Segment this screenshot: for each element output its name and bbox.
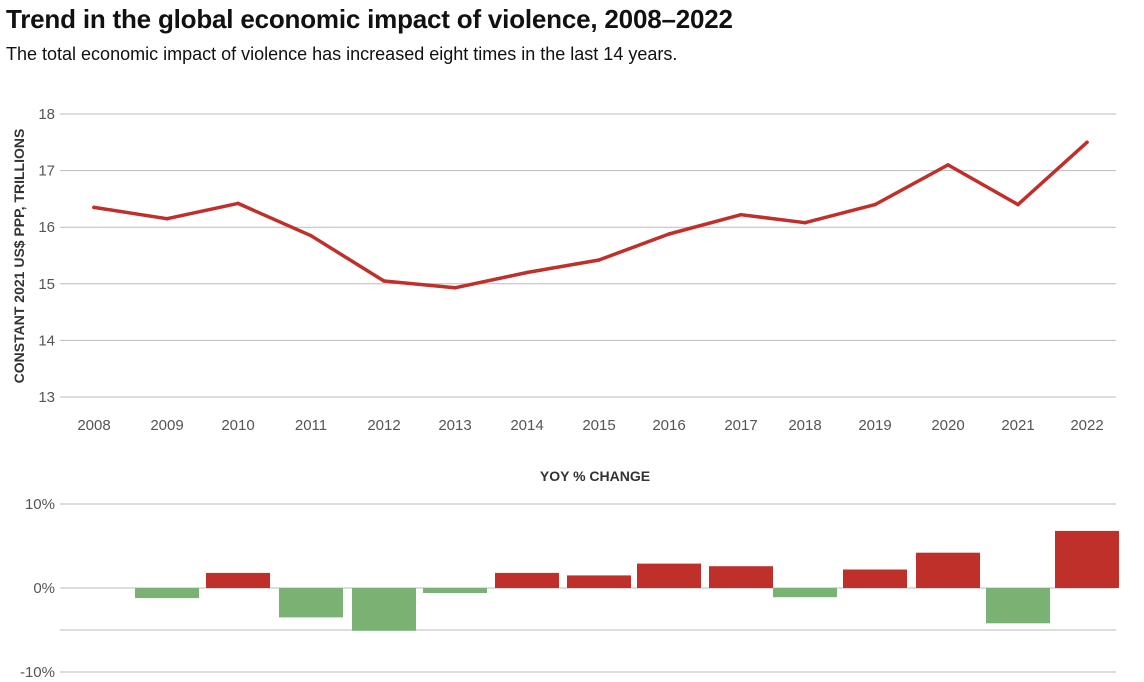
- bar: [206, 572, 270, 588]
- data-point: [803, 220, 807, 225]
- x-tick-label: 2010: [221, 417, 254, 434]
- series-line: [92, 140, 1089, 290]
- x-tick-label: 2016: [652, 417, 685, 434]
- data-point: [236, 201, 240, 206]
- bar: [637, 563, 701, 588]
- data-point: [525, 270, 529, 275]
- data-point: [165, 216, 169, 221]
- data-point: [946, 163, 950, 167]
- bar: [495, 572, 559, 588]
- y-axis-label: CONSTANT 2021 US$ PPP, TRILLIONS: [11, 129, 27, 384]
- bar: [567, 575, 631, 588]
- data-point: [667, 232, 671, 236]
- x-tick-label: 2009: [150, 417, 183, 434]
- bar-y-tick-label: -10%: [20, 664, 55, 681]
- x-tick-label: 2015: [582, 417, 615, 434]
- x-tick-label: 2013: [438, 417, 471, 434]
- chart-subtitle: The total economic impact of violence ha…: [6, 44, 678, 64]
- y-tick-label: 18: [38, 106, 55, 123]
- x-tick-label: 2018: [788, 417, 821, 434]
- bar: [709, 566, 773, 588]
- x-tick-label: 2017: [724, 417, 757, 434]
- x-tick-label: 2014: [510, 417, 543, 434]
- x-tick-label: 2012: [367, 417, 400, 434]
- x-tick-label: 2021: [1001, 417, 1034, 434]
- data-point: [597, 258, 601, 262]
- data-point: [1085, 140, 1089, 145]
- chart-title: Trend in the global economic impact of v…: [6, 4, 733, 34]
- bar: [916, 552, 980, 588]
- x-tick-label: 2019: [858, 417, 891, 434]
- y-tick-label: 15: [38, 276, 55, 293]
- bar-y-tick-label: 10%: [25, 496, 55, 513]
- data-point: [453, 286, 457, 290]
- bar: [986, 588, 1050, 624]
- data-point: [92, 205, 96, 210]
- data-point: [382, 279, 386, 283]
- data-point: [1016, 202, 1020, 207]
- y-tick-label: 17: [38, 163, 55, 180]
- x-tick-label: 2011: [295, 417, 327, 434]
- data-point: [873, 202, 877, 207]
- bar-chart-title: YOY % CHANGE: [540, 468, 650, 484]
- x-tick-label: 2022: [1070, 417, 1103, 434]
- y-tick-label: 16: [38, 219, 55, 236]
- data-point: [309, 233, 313, 238]
- data-point: [739, 212, 743, 217]
- bar: [352, 588, 416, 631]
- x-tick-label: 2008: [77, 417, 110, 434]
- bar: [773, 588, 837, 598]
- bar-y-tick-label: 0%: [33, 580, 55, 597]
- y-tick-label: 13: [38, 389, 55, 406]
- bar: [279, 588, 343, 618]
- bar: [423, 588, 487, 593]
- x-tick-label: 2020: [931, 417, 964, 434]
- bar: [1055, 530, 1119, 588]
- y-tick-label: 14: [38, 332, 55, 349]
- bar: [135, 588, 199, 599]
- bar: [843, 569, 907, 588]
